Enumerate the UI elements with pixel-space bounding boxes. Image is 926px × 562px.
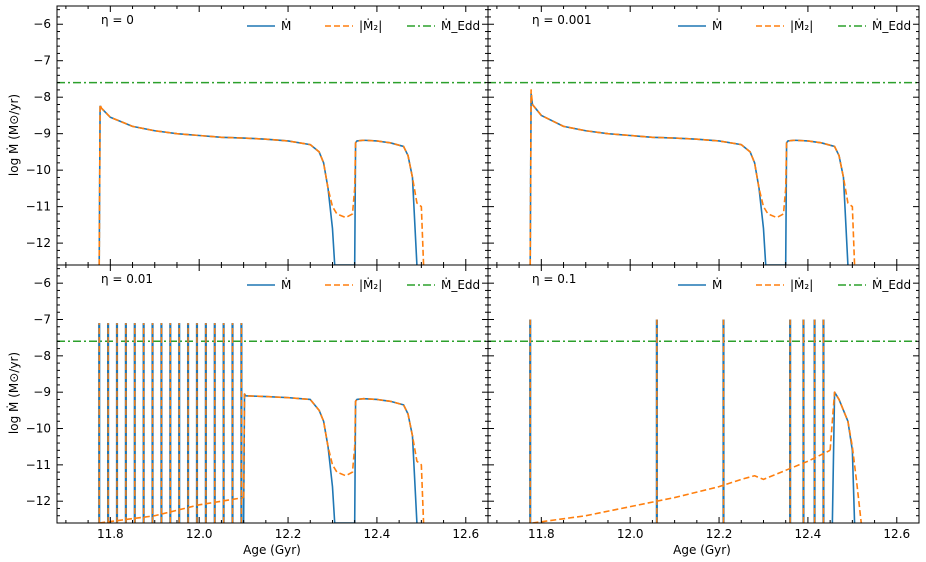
legend-label: Ṁ xyxy=(712,277,722,292)
legend-label: |Ṁ₂| xyxy=(790,18,813,33)
x-tick-label: 11.8 xyxy=(528,527,555,541)
legend-label: Ṁ_Edd xyxy=(872,18,911,33)
panel-eta-label: η = 0.1 xyxy=(532,272,576,286)
m2dot-series-line xyxy=(99,496,244,523)
y-tick-label: −12 xyxy=(26,236,51,250)
m2dot-series-line xyxy=(532,449,831,523)
x-tick-label: 12.6 xyxy=(883,527,910,541)
y-tick-label: −12 xyxy=(26,494,51,508)
legend-label: |Ṁ₂| xyxy=(790,277,813,292)
legend-label: Ṁ xyxy=(281,277,291,292)
legend-label: Ṁ_Edd xyxy=(441,277,480,292)
y-tick-label: −8 xyxy=(33,90,51,104)
y-tick-label: −8 xyxy=(33,349,51,363)
panel-eta-label: η = 0.01 xyxy=(101,272,153,286)
legend-label: Ṁ xyxy=(712,18,722,33)
legend-label: |Ṁ₂| xyxy=(359,277,382,292)
panel-frame xyxy=(56,5,489,266)
y-tick-label: −11 xyxy=(26,458,51,472)
legend-label: Ṁ_Edd xyxy=(441,18,480,33)
y-tick-label: −9 xyxy=(33,127,51,141)
y-tick-label: −6 xyxy=(33,17,51,31)
x-axis-title-right: Age (Gyr) xyxy=(673,543,731,557)
y-tick-label: −11 xyxy=(26,200,51,214)
panel-frame xyxy=(487,264,920,524)
y-tick-label: −9 xyxy=(33,385,51,399)
legend-label: Ṁ_Edd xyxy=(872,277,911,292)
m2dot-series-line xyxy=(242,393,425,523)
legend-label: |Ṁ₂| xyxy=(359,18,382,33)
y-axis-title-top: log Ṁ (M⊙/yr) xyxy=(6,94,21,176)
y-tick-label: −6 xyxy=(33,276,51,290)
x-tick-label: 12.2 xyxy=(706,527,733,541)
mdot-series-line xyxy=(529,92,849,265)
x-tick-label: 11.8 xyxy=(97,527,124,541)
mdot-series-line xyxy=(98,105,418,265)
x-tick-label: 12.0 xyxy=(186,527,213,541)
panel-frame xyxy=(56,264,489,524)
y-tick-label: −7 xyxy=(33,313,51,327)
mdot-series-line xyxy=(831,391,856,523)
x-axis-title-left: Age (Gyr) xyxy=(243,543,301,557)
m2dot-series-line xyxy=(529,89,856,265)
m2dot-series-line xyxy=(98,103,425,265)
x-tick-label: 12.0 xyxy=(617,527,644,541)
legend-label: Ṁ xyxy=(281,18,291,33)
y-axis-title-bottom: log Ṁ (M⊙/yr) xyxy=(6,352,21,434)
x-tick-label: 12.4 xyxy=(795,527,822,541)
y-tick-label: −10 xyxy=(26,422,51,436)
x-tick-label: 12.2 xyxy=(275,527,302,541)
y-tick-label: −7 xyxy=(33,54,51,68)
x-tick-label: 12.6 xyxy=(452,527,479,541)
x-tick-label: 12.4 xyxy=(364,527,391,541)
m2dot-series-line xyxy=(829,391,863,523)
y-tick-label: −10 xyxy=(26,163,51,177)
panel-frame xyxy=(487,5,920,266)
panel-eta-label: η = 0.001 xyxy=(532,13,592,27)
panel-eta-label: η = 0 xyxy=(101,13,134,27)
